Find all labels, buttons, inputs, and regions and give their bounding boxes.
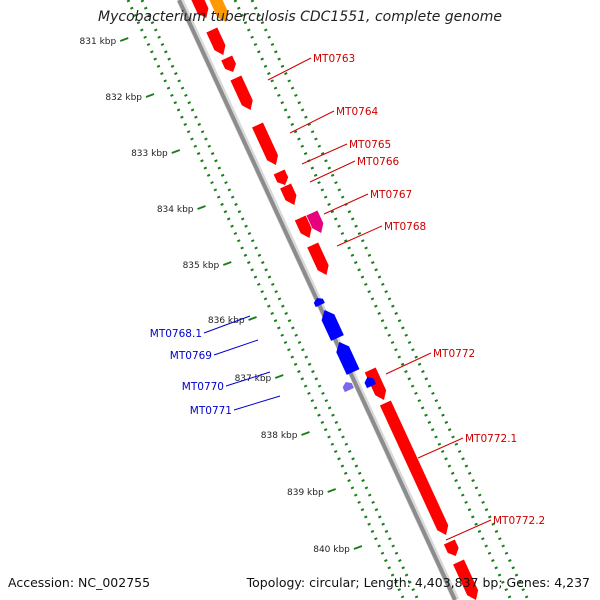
scale-tick [327,488,337,493]
gene-arrow [252,122,279,165]
scale-tick [222,261,232,266]
scale-label: 833 kbp [131,149,168,159]
left-scale-track [126,0,406,600]
gene-label-forward: MT0764 [336,106,379,118]
label-leader [233,395,281,411]
label-leader [301,143,348,165]
gene-label-forward: MT0772.1 [465,433,517,445]
gene-arrow [294,215,312,238]
gene-arrow [190,0,209,18]
gene-arrow [307,242,329,276]
gene-label-forward: MT0765 [349,139,391,151]
gene-label-reverse: MT0768.1 [150,328,202,340]
scale-label: 834 kbp [157,205,194,215]
topology-label: Topology: circular; Length: 4,403,837 bp… [246,575,590,590]
scale-label: 838 kbp [261,431,298,441]
scale-tick [119,37,129,42]
label-leader [336,225,383,247]
scale-label: 837 kbp [235,374,272,384]
scale-label: 835 kbp [183,261,220,271]
right-scale-track [233,0,513,600]
gene-label-forward: MT0767 [370,189,412,201]
scale-tick [301,431,310,436]
label-leader [267,57,312,81]
gene-label-forward: MT0772 [433,348,475,360]
accession-label: Accession: NC_002755 [8,575,151,590]
scale-label: 831 kbp [80,37,117,47]
gene-arrow [230,75,253,111]
gene-label-forward: MT0766 [357,156,400,168]
gene-label-reverse: MT0771 [190,405,232,417]
gene-arrow [208,0,229,22]
scale-label: 832 kbp [105,93,142,103]
scale-tick [145,93,155,98]
scale-tick [248,316,257,321]
label-leader [213,339,259,356]
gene-arrow [379,400,449,536]
left-scale-track-inner [140,0,420,600]
gene-arrow [321,310,344,341]
gene-arrow [313,298,325,308]
gene-arrow [221,55,236,72]
label-leader [445,519,492,541]
label-leader [289,110,335,134]
scale-tick [171,149,181,154]
label-leader [225,371,271,387]
map-title: Mycobacterium tuberculosis CDC1551, comp… [98,9,502,25]
scale-label: 840 kbp [313,545,350,555]
scale-tick [197,205,206,210]
gene-label-forward: MT0763 [313,53,355,65]
label-leader [309,160,356,183]
gene-arrow [364,376,377,389]
scale-label: 836 kbp [208,316,245,326]
gene-arrow [280,183,297,206]
gene-arrow [306,210,324,233]
gene-arrow [206,27,226,55]
label-leader [203,315,251,334]
scale-tick [353,545,363,550]
label-leader [323,193,369,215]
right-scale-track-outer [250,0,530,600]
gene-arrow [273,169,289,185]
gene-arrow [453,559,479,600]
gene-arrow [336,341,360,375]
scale-label: 839 kbp [287,488,324,498]
gene-label-reverse: MT0769 [170,350,212,362]
label-leader [385,352,432,375]
scale-tick [274,374,284,379]
gene-arrow [443,539,459,556]
label-leader [417,437,464,459]
gene-label-reverse: MT0770 [182,381,224,393]
gene-label-forward: MT0772.2 [493,515,545,527]
gene-label-forward: MT0768 [384,221,426,233]
gene-arrow [342,381,354,393]
